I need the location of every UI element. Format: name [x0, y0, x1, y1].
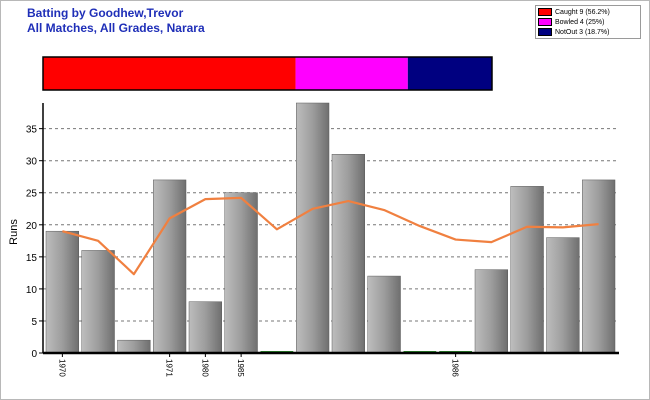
average-line-path: [62, 196, 599, 276]
y-tick-label: 10: [26, 285, 38, 296]
legend: Caught 9 (56.2%) Bowled 4 (25%) NotOut 3…: [535, 5, 641, 39]
y-tick-label: 30: [26, 157, 38, 168]
y-tick-label: 0: [31, 349, 37, 360]
axes: [42, 103, 619, 355]
bar: [582, 179, 616, 354]
y-ticks: 0 5 10 15 20 25 30 35: [26, 125, 43, 360]
bars: [45, 102, 616, 354]
legend-swatch-notout: [538, 28, 552, 36]
x-tick-label: 1985: [236, 359, 245, 377]
bar: [474, 269, 508, 354]
y-axis-label: Runs: [8, 219, 20, 245]
strip-segment-caught: [43, 57, 296, 90]
strip-border: [42, 56, 493, 91]
strip-segment-bowled: [295, 57, 408, 90]
dismissal-strip: [42, 56, 493, 91]
chart-subtitle: All Matches, All Grades, Narara: [27, 21, 205, 35]
bar: [296, 102, 330, 354]
chart-title: Batting by Goodhew,Trevor: [27, 6, 184, 20]
legend-item-caught: Caught 9 (56.2%): [538, 7, 638, 17]
bar: [331, 154, 365, 354]
average-line: [62, 196, 599, 276]
legend-label-bowled: Bowled 4 (25%): [555, 18, 605, 26]
y-tick-label: 35: [26, 125, 38, 136]
legend-swatch-caught: [538, 8, 552, 16]
legend-label-notout: NotOut 3 (18.7%): [555, 28, 610, 36]
bar: [188, 301, 222, 354]
bar: [367, 275, 401, 354]
bar: [81, 250, 115, 354]
x-tick-label: 1986: [451, 359, 460, 377]
x-ticks: 1970 1971 1980 1985 1986: [57, 353, 460, 377]
bar: [546, 237, 580, 354]
legend-label-caught: Caught 9 (56.2%): [555, 8, 610, 16]
x-tick-label: 1971: [165, 359, 174, 377]
y-tick-label: 15: [26, 253, 38, 264]
x-tick-label: 1980: [200, 359, 209, 377]
bar: [224, 192, 258, 354]
bar: [153, 179, 187, 354]
legend-item-bowled: Bowled 4 (25%): [538, 17, 638, 27]
bar: [510, 186, 544, 354]
legend-swatch-bowled: [538, 18, 552, 26]
strip-segment-notout: [407, 57, 492, 90]
legend-item-notout: NotOut 3 (18.7%): [538, 27, 638, 37]
y-tick-label: 25: [26, 189, 38, 200]
x-tick-label: 1970: [57, 359, 66, 377]
bar: [117, 339, 151, 354]
bar: [45, 230, 79, 354]
y-tick-label: 5: [31, 317, 37, 328]
grid-lines: [43, 128, 619, 322]
y-tick-label: 20: [26, 221, 38, 232]
